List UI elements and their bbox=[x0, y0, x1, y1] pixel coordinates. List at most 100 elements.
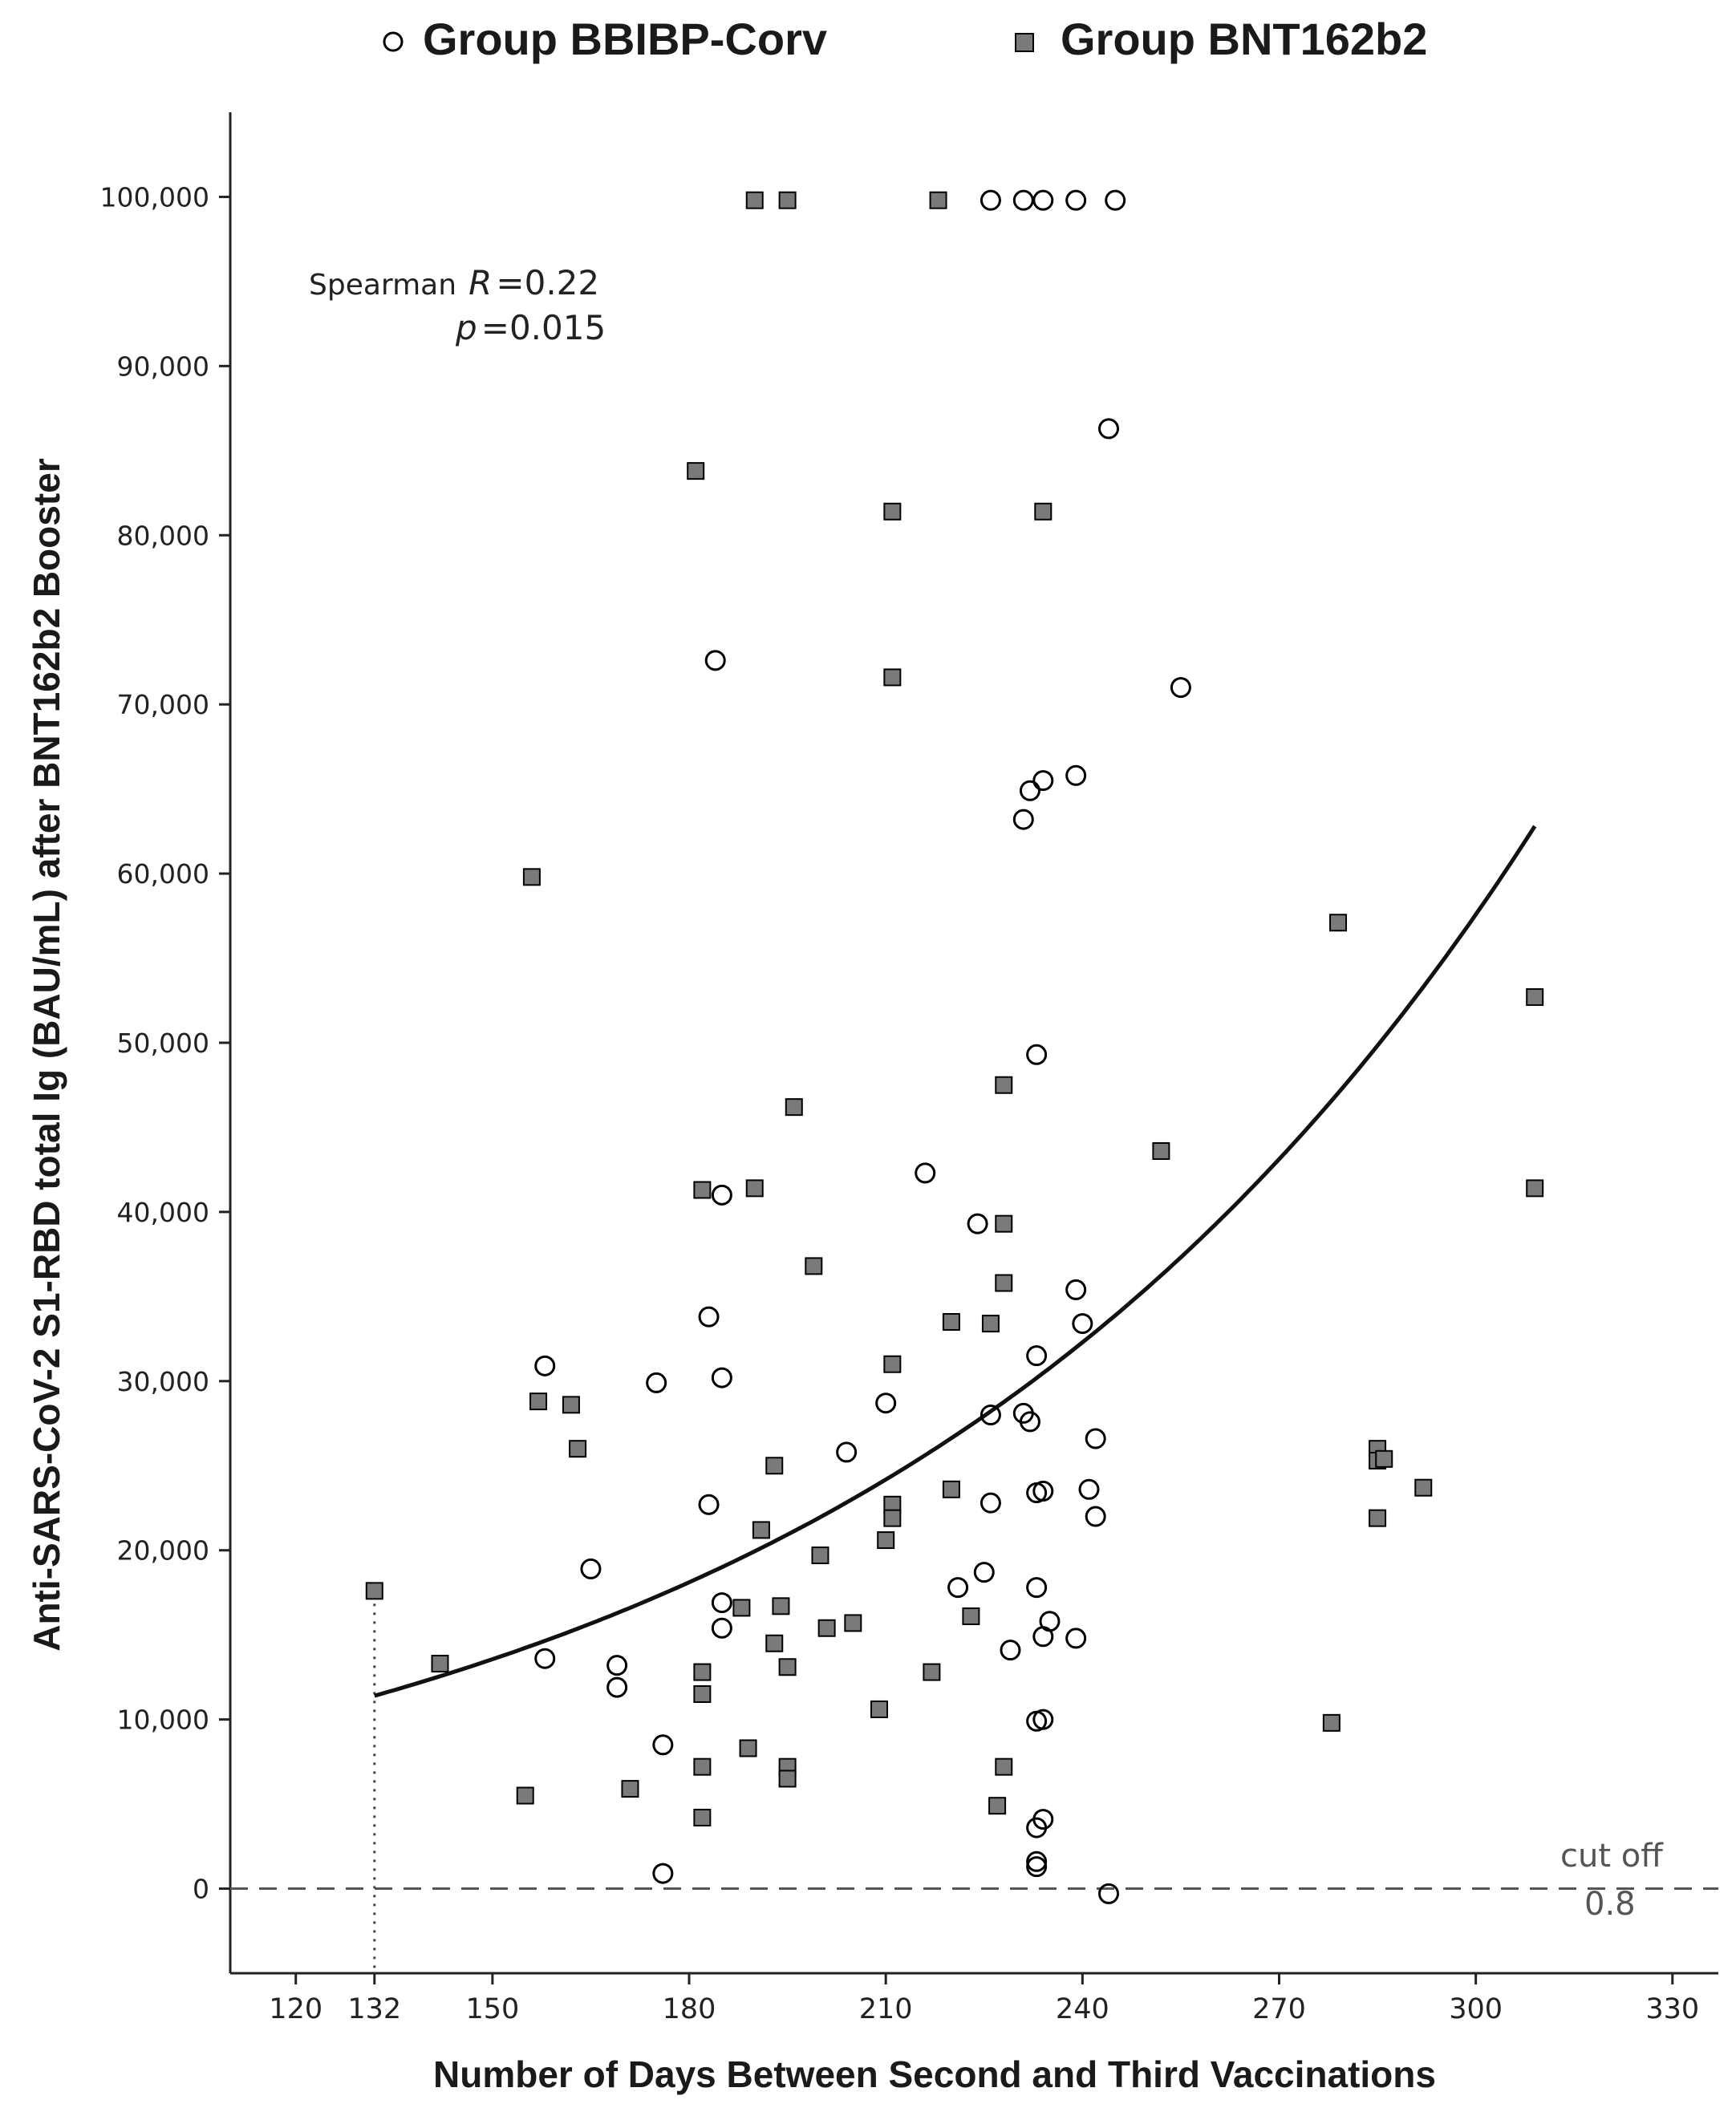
bbibp-corv-point bbox=[698, 1494, 720, 1515]
bnt162b2-point bbox=[522, 868, 541, 886]
bbibp-corv-point bbox=[980, 189, 1001, 211]
bbibp-corv-point bbox=[1026, 1817, 1048, 1838]
bbibp-corv-point bbox=[875, 1392, 897, 1414]
bbibp-corv-point bbox=[698, 1306, 720, 1328]
bnt162b2-point bbox=[942, 1480, 960, 1498]
x-tick-label: 132 bbox=[347, 1993, 401, 2025]
cutoff-value: 0.8 bbox=[1584, 1886, 1636, 1923]
bnt162b2-point bbox=[752, 1521, 770, 1539]
bbibp-corv-point bbox=[1098, 418, 1120, 440]
bnt162b2-point bbox=[693, 1685, 712, 1703]
bnt162b2-point bbox=[981, 1315, 1000, 1333]
bbibp-corv-point bbox=[1026, 1044, 1048, 1065]
series-bbibp-corv bbox=[534, 189, 1191, 1904]
y-tick-label: 100,000 bbox=[100, 181, 209, 213]
y-tick-label: 30,000 bbox=[117, 1366, 209, 1397]
y-tick-label: 60,000 bbox=[117, 858, 209, 890]
bnt162b2-point bbox=[929, 191, 947, 209]
bnt162b2-point bbox=[516, 1786, 534, 1805]
bnt162b2-point bbox=[778, 1769, 797, 1788]
bnt162b2-point bbox=[562, 1396, 580, 1414]
bbibp-corv-point bbox=[1026, 1856, 1048, 1878]
bnt162b2-point bbox=[962, 1607, 980, 1625]
bnt162b2-point bbox=[365, 1582, 383, 1600]
bnt162b2-point bbox=[883, 502, 902, 521]
x-tick-label: 150 bbox=[465, 1993, 519, 2025]
legend-label-bnt: Group BNT162b2 bbox=[1061, 14, 1427, 64]
bnt162b2-point bbox=[883, 1355, 902, 1373]
bbibp-corv-point bbox=[836, 1441, 858, 1463]
bbibp-corv-point bbox=[967, 1213, 988, 1234]
p-value: =0.015 bbox=[481, 308, 606, 347]
bbibp-corv-point bbox=[980, 1405, 1001, 1425]
bnt162b2-point bbox=[621, 1780, 639, 1798]
bnt162b2-point bbox=[942, 1313, 960, 1331]
p-annotation: p =0.015 bbox=[455, 308, 606, 347]
bnt162b2-point bbox=[1329, 914, 1348, 932]
x-tick-label: 240 bbox=[1056, 1993, 1109, 2025]
x-axis-title: Number of Days Between Second and Third … bbox=[433, 2053, 1436, 2095]
bbibp-corv-point bbox=[980, 1492, 1001, 1514]
bnt162b2-point bbox=[995, 1076, 1013, 1094]
bnt162b2-point bbox=[739, 1739, 757, 1757]
bnt162b2-point bbox=[745, 191, 764, 209]
bnt162b2-point bbox=[431, 1655, 449, 1673]
y-axis-ticks: 0 10,000 20,000 30,000 40,000 50,000 60,000 70,… bbox=[100, 181, 230, 1905]
r-value: =0.22 bbox=[496, 263, 599, 302]
bbibp-corv-point bbox=[1019, 780, 1040, 801]
bbibp-corv-point bbox=[534, 1355, 556, 1376]
bnt162b2-point bbox=[1526, 1179, 1544, 1198]
bbibp-corv-point bbox=[711, 1592, 732, 1614]
y-tick-label: 0 bbox=[193, 1874, 209, 1905]
bbibp-corv-point bbox=[1012, 189, 1034, 211]
spearman-label: Spearman bbox=[309, 269, 456, 302]
bnt162b2-point bbox=[995, 1757, 1013, 1776]
bbibp-corv-point bbox=[1026, 1345, 1048, 1367]
bbibp-corv-point bbox=[915, 1162, 936, 1184]
bbibp-corv-point bbox=[1026, 1577, 1048, 1599]
bnt162b2-point bbox=[693, 1757, 712, 1776]
bnt162b2-point bbox=[1375, 1449, 1393, 1468]
bbibp-corv-point bbox=[1032, 1626, 1054, 1648]
bnt162b2-point bbox=[1034, 502, 1053, 521]
spearman-annotation: Spearman R =0.22 bbox=[309, 263, 599, 302]
bbibp-corv-point bbox=[1065, 1279, 1087, 1300]
y-tick-label: 70,000 bbox=[117, 689, 209, 720]
y-tick-label: 40,000 bbox=[117, 1197, 209, 1228]
bnt162b2-point bbox=[732, 1599, 751, 1617]
bbibp-corv-point bbox=[973, 1562, 995, 1583]
bnt162b2-point bbox=[778, 191, 797, 209]
bbibp-corv-point bbox=[580, 1558, 602, 1579]
bnt162b2-point bbox=[995, 1214, 1013, 1233]
bnt162b2-point bbox=[569, 1440, 587, 1458]
bbibp-corv-point bbox=[1065, 764, 1087, 786]
x-tick-label: 210 bbox=[859, 1993, 913, 2025]
cutoff-label: cut off bbox=[1560, 1838, 1664, 1875]
x-tick-label: 330 bbox=[1645, 1993, 1699, 2025]
bnt162b2-point bbox=[693, 1808, 712, 1826]
series-bnt162b2 bbox=[365, 191, 1544, 1826]
bnt162b2-point bbox=[765, 1457, 784, 1475]
y-tick-label: 50,000 bbox=[117, 1028, 209, 1059]
bnt162b2-point bbox=[883, 1509, 902, 1527]
bbibp-corv-point bbox=[947, 1577, 969, 1599]
y-axis-title: Anti-SARS-CoV-2 S1-RBD total Ig (BAU/mL)… bbox=[26, 458, 67, 1652]
bnt162b2-point bbox=[923, 1663, 941, 1681]
legend-label-bbibp: Group BBIBP-Corv bbox=[423, 14, 827, 64]
bnt162b2-point bbox=[693, 1181, 712, 1199]
bbibp-corv-point bbox=[652, 1863, 674, 1884]
bnt162b2-point bbox=[745, 1179, 764, 1198]
bbibp-corv-point bbox=[1032, 1709, 1054, 1730]
bnt162b2-point bbox=[687, 462, 705, 480]
bbibp-corv-point bbox=[1085, 1506, 1106, 1527]
bnt162b2-point bbox=[988, 1797, 1007, 1815]
bbibp-corv-point bbox=[1012, 809, 1034, 830]
y-tick-label: 90,000 bbox=[117, 351, 209, 382]
bnt162b2-point bbox=[778, 1658, 797, 1676]
bbibp-corv-point bbox=[711, 1617, 732, 1639]
bnt162b2-point bbox=[772, 1597, 790, 1615]
x-tick-label: 300 bbox=[1449, 1993, 1503, 2025]
bnt162b2-point bbox=[844, 1614, 862, 1632]
bbibp-corv-point bbox=[646, 1372, 667, 1393]
